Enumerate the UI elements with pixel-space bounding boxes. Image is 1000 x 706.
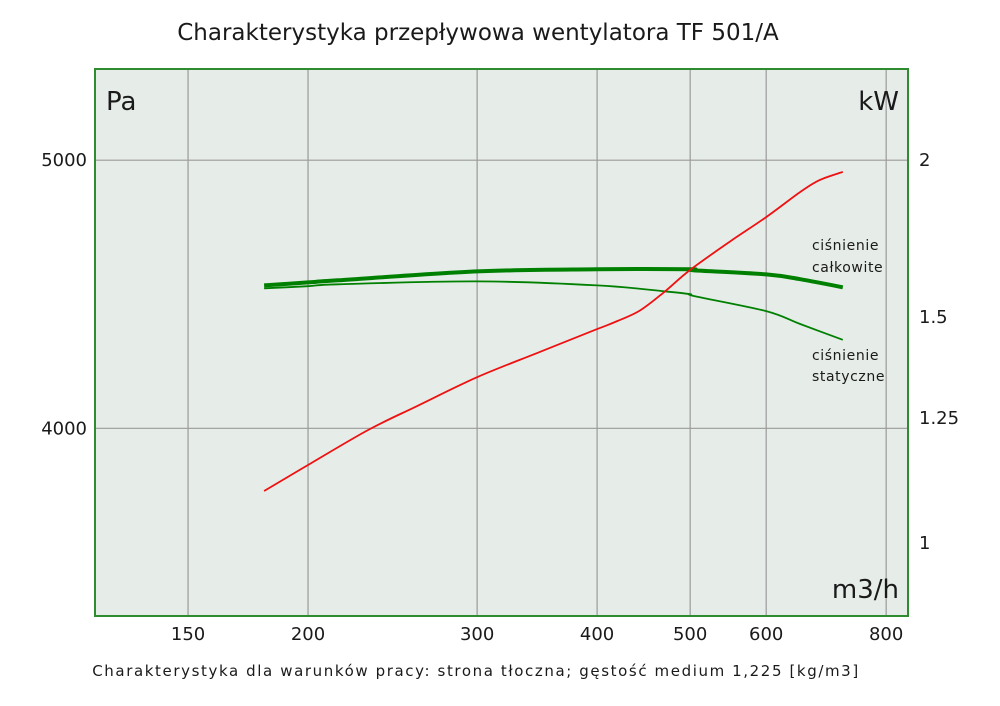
x-tick-labels: 150 200 300 400 500 600 800: [171, 624, 903, 645]
x-tick-label-400: 400: [580, 624, 614, 645]
x-tick-label-600: 600: [749, 624, 783, 645]
x-tick-label-200: 200: [291, 624, 325, 645]
x-unit-label: m3/h: [832, 575, 899, 605]
label-total-pressure-line1: ciśnienie: [812, 238, 879, 254]
y-right-tick-label-1-5: 1.5: [919, 307, 948, 328]
y-right-unit-label: kW: [858, 87, 899, 117]
x-tick-label-800: 800: [869, 624, 903, 645]
curves: [263, 171, 844, 492]
x-tick-label-500: 500: [673, 624, 707, 645]
y-right-tick-label-2: 2: [919, 150, 930, 171]
label-total-pressure-line2: całkowite: [812, 260, 883, 276]
y-right-tick-label-1-25: 1.25: [919, 408, 959, 429]
y-right-tick-label-1: 1: [919, 533, 930, 554]
x-tick-label-150: 150: [171, 624, 205, 645]
x-tick-label-300: 300: [460, 624, 494, 645]
y-left-tick-label-5000: 5000: [41, 150, 87, 171]
curve-total-pressure: [263, 267, 844, 290]
label-static-pressure-line1: ciśnienie: [812, 348, 879, 364]
y-left-tick-labels: 4000 5000: [41, 150, 87, 439]
y-right-tick-labels: 2 1.5 1.25 1: [919, 150, 959, 554]
curve-power: [263, 171, 844, 492]
curve-static-pressure: [264, 280, 844, 341]
chart-footer-note: Charakterystyka dla warunków pracy: stro…: [92, 662, 860, 680]
label-static-pressure-line2: statyczne: [812, 369, 885, 385]
y-gridlines: [95, 159, 908, 429]
plot-frame: [94, 68, 909, 617]
plot-area: [95, 69, 908, 616]
chart-title: Charakterystyka przepływowa wentylatora …: [177, 20, 779, 46]
y-left-unit-label: Pa: [106, 87, 136, 117]
label-static-pressure: ciśnienie statyczne: [812, 348, 885, 385]
label-total-pressure: ciśnienie całkowite: [812, 238, 883, 276]
y-left-tick-label-4000: 4000: [41, 418, 87, 439]
